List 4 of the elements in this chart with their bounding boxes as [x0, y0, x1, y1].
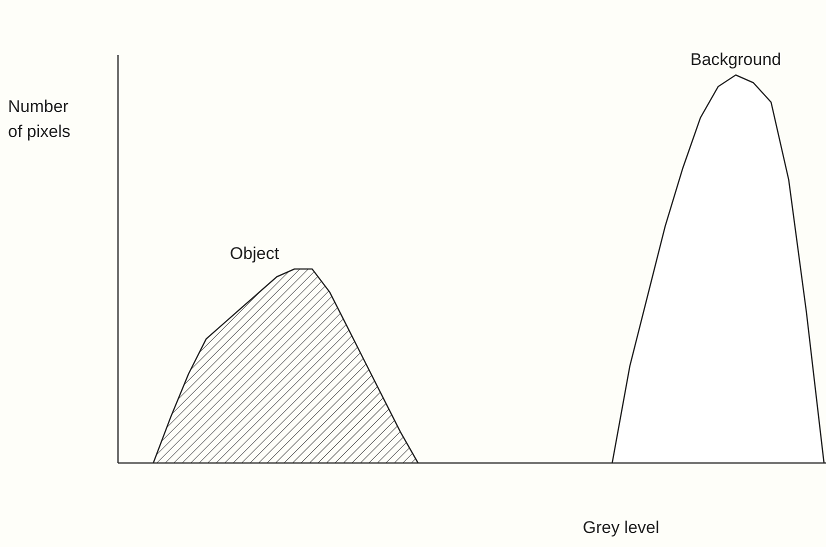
series-label: Background [690, 50, 782, 69]
x-axis-title: Grey level [582, 518, 660, 537]
y-axis-title: Number of pixels [8, 97, 70, 141]
series-label: Object [230, 244, 280, 263]
